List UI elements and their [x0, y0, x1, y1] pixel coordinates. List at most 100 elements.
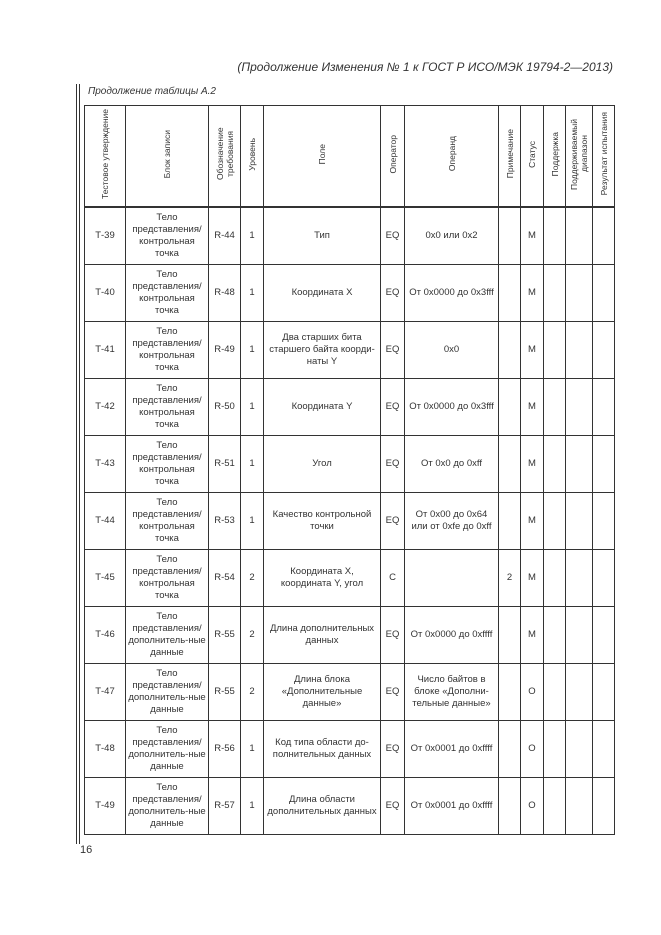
- table-cell: [592, 321, 615, 379]
- column-header: Поддерживаемый диапазон: [565, 105, 593, 208]
- table-cell: [543, 206, 566, 265]
- column-header-label: Уровень: [247, 137, 257, 171]
- table-row: Т-47 Тело представления/ дополнитель-ные …: [84, 663, 615, 721]
- table-cell: O: [520, 720, 544, 778]
- table-cell: M: [520, 264, 544, 322]
- table-cell: Тело представления/ дополнитель-ные данн…: [125, 777, 209, 835]
- table-cell: [592, 720, 615, 778]
- table-cell: [498, 435, 521, 493]
- column-header: Примечание: [498, 105, 521, 208]
- table-cell: Координата X, координата Y, угол: [263, 549, 381, 607]
- table-cell: 1: [240, 435, 264, 493]
- table-cell: [592, 549, 615, 607]
- table-cell: 2: [498, 549, 521, 607]
- table-cell: Т-39: [84, 206, 126, 265]
- table-cell: [592, 435, 615, 493]
- column-header: Поле: [263, 105, 381, 208]
- table-cell: Тело представления/ контрольная точка: [125, 492, 209, 550]
- table-cell: R-53: [208, 492, 241, 550]
- table-cell: EQ: [380, 206, 405, 265]
- table-cell: [543, 321, 566, 379]
- table-cell: От 0x0001 до 0xffff: [404, 720, 499, 778]
- table-cell: [543, 264, 566, 322]
- table-cell: Координата Y: [263, 378, 381, 436]
- table-cell: [498, 777, 521, 835]
- table-cell: 2: [240, 549, 264, 607]
- table-cell: От 0x0001 до 0xffff: [404, 777, 499, 835]
- table-cell: [565, 492, 593, 550]
- table-cell: [498, 720, 521, 778]
- table-cell: [592, 264, 615, 322]
- table-cell: M: [520, 378, 544, 436]
- table-cell: Длина блока «Дополнительные данные»: [263, 663, 381, 721]
- table-cell: [565, 777, 593, 835]
- table-cell: EQ: [380, 606, 405, 664]
- table-cell: EQ: [380, 663, 405, 721]
- table-cell: 1: [240, 321, 264, 379]
- table-row: Т-43 Тело представления/ контрольная точк…: [84, 435, 615, 493]
- table-cell: Угол: [263, 435, 381, 493]
- table-cell: M: [520, 606, 544, 664]
- table-cell: [565, 720, 593, 778]
- column-header-label: Поддержка: [549, 131, 560, 177]
- column-header: Обозначение требования: [208, 105, 241, 208]
- table-cell: EQ: [380, 720, 405, 778]
- table-cell: [592, 606, 615, 664]
- table-cell: Т-45: [84, 549, 126, 607]
- table-cell: Длина дополнительных данных: [263, 606, 381, 664]
- table-row: Т-44 Тело представления/ контрольная точк…: [84, 492, 615, 550]
- table-cell: 1: [240, 378, 264, 436]
- table-cell: Тело представления/ контрольная точка: [125, 378, 209, 436]
- table-cell: Т-46: [84, 606, 126, 664]
- table-row: Т-46 Тело представления/ дополнитель-ные …: [84, 606, 615, 664]
- table-cell: 1: [240, 264, 264, 322]
- table-cell: 0x0 или 0x2: [404, 206, 499, 265]
- table-cell: Координата X: [263, 264, 381, 322]
- column-header: Блок записи: [125, 105, 209, 208]
- table-cell: R-55: [208, 663, 241, 721]
- table-cell: Т-47: [84, 663, 126, 721]
- column-header: Статус: [520, 105, 544, 208]
- column-header-label: Операнд: [446, 136, 457, 172]
- table-cell: EQ: [380, 378, 405, 436]
- table-cell: M: [520, 549, 544, 607]
- table-cell: Т-42: [84, 378, 126, 436]
- running-header: (Продолжение Изменения № 1 к ГОСТ Р ИСО/…: [237, 60, 613, 74]
- table-cell: [565, 321, 593, 379]
- table-cell: Число байтов в блоке «Дополни-тельные да…: [404, 663, 499, 721]
- table-cell: [543, 606, 566, 664]
- table-cell: Длина области дополнительных данных: [263, 777, 381, 835]
- table-cell: [565, 435, 593, 493]
- table-caption: Продолжение таблицы А.2: [88, 86, 216, 97]
- column-header: Результат испытания: [592, 105, 615, 208]
- table-cell: [543, 378, 566, 436]
- table-cell: M: [520, 206, 544, 265]
- table-cell: Тело представления/ контрольная точка: [125, 435, 209, 493]
- table-cell: [565, 606, 593, 664]
- table-cell: EQ: [380, 435, 405, 493]
- table-cell: Два старших бита старшего байта коорди-н…: [263, 321, 381, 379]
- table-cell: Качество контрольной точки: [263, 492, 381, 550]
- table-cell: [565, 549, 593, 607]
- table-cell: [543, 663, 566, 721]
- table-cell: От 0x0 до 0xff: [404, 435, 499, 493]
- table-cell: R-49: [208, 321, 241, 379]
- column-header-label: Статус: [527, 140, 537, 168]
- table-cell: Тело представления/ контрольная точка: [125, 321, 209, 379]
- table-cell: [565, 206, 593, 265]
- table-cell: Т-40: [84, 264, 126, 322]
- page-number: 16: [80, 844, 93, 856]
- table-cell: R-55: [208, 606, 241, 664]
- table-cell: 0x0: [404, 321, 499, 379]
- table-cell: O: [520, 777, 544, 835]
- table-cell: R-48: [208, 264, 241, 322]
- table-cell: [592, 777, 615, 835]
- table-cell: Тело представления/ дополнитель-ные данн…: [125, 606, 209, 664]
- table-cell: R-51: [208, 435, 241, 493]
- column-header-label: Блок записи: [162, 129, 172, 179]
- table-cell: Тело представления/ контрольная точка: [125, 264, 209, 322]
- table-cell: [565, 378, 593, 436]
- column-header-label: Примечание: [504, 129, 515, 179]
- table-cell: Тип: [263, 206, 381, 265]
